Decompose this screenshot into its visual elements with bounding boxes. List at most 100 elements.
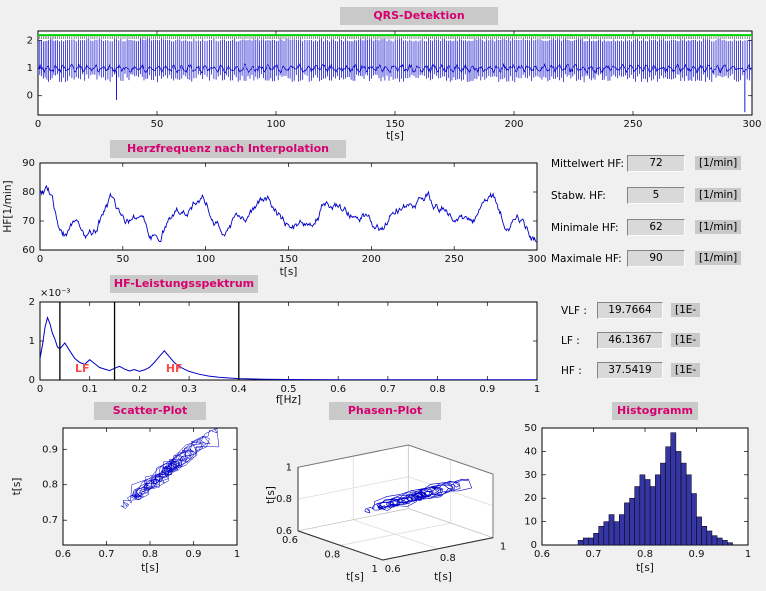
stat-mean-unit: [1/min] [695,156,742,170]
svg-text:250: 250 [445,254,464,265]
heart-rate-chart: 0 50 100 150 200 250 300 60 70 80 90 t[s] HF[1/min] [2,158,547,278]
svg-text:60: 60 [22,245,35,256]
svg-text:0: 0 [37,384,43,395]
phase-title: Phasen-Plot [329,402,441,420]
svg-text:1: 1 [234,549,240,560]
svg-text:1: 1 [534,384,540,395]
svg-text:200: 200 [504,119,523,130]
svg-text:0.6: 0.6 [330,384,346,395]
svg-text:t[s]: t[s] [434,571,452,583]
svg-text:0: 0 [29,375,35,386]
svg-text:0: 0 [27,91,33,102]
svg-text:t[s]: t[s] [386,130,404,142]
svg-text:0.7: 0.7 [42,515,58,526]
svg-text:0: 0 [35,119,41,130]
svg-text:0.3: 0.3 [181,384,197,395]
stat-min-value[interactable]: 62 [627,219,685,236]
svg-text:HF: HF [166,362,183,375]
svg-text:300: 300 [527,254,546,265]
svg-text:0.1: 0.1 [82,384,98,395]
svg-text:f[Hz]: f[Hz] [276,394,301,406]
svg-text:50: 50 [151,119,164,130]
svg-text:t[s]: t[s] [11,478,23,496]
svg-text:10: 10 [524,517,537,528]
svg-text:0.4: 0.4 [231,384,247,395]
svg-text:30: 30 [524,470,537,481]
svg-text:t[s]: t[s] [636,562,654,574]
svg-text:t[s]: t[s] [346,571,364,583]
stat-std-value[interactable]: 5 [627,187,685,204]
band-lf-unit: [1E- [671,333,701,347]
svg-text:150: 150 [279,254,298,265]
stat-std-unit: [1/min] [695,188,742,202]
svg-text:0.8: 0.8 [324,549,340,560]
svg-text:80: 80 [22,187,35,198]
histogram-title: Histogramm [612,402,698,420]
qrs-title: QRS-Detektion [340,7,498,25]
stat-mean-value[interactable]: 72 [627,155,685,172]
svg-text:0.5: 0.5 [281,384,297,395]
band-hf-value[interactable]: 37.5419 [597,362,663,379]
svg-text:1: 1 [29,336,35,347]
svg-text:HF[1/min]: HF[1/min] [2,180,14,232]
svg-text:×10⁻³: ×10⁻³ [40,288,70,299]
svg-text:0: 0 [37,254,43,265]
svg-text:1: 1 [500,542,506,553]
svg-text:70: 70 [22,216,35,227]
stat-mean-label: Mittelwert HF: [551,158,625,170]
svg-text:0.9: 0.9 [186,549,202,560]
svg-text:2: 2 [27,36,33,47]
svg-text:0.8: 0.8 [42,480,58,491]
svg-text:0.8: 0.8 [142,549,158,560]
scatter-title: Scatter-Plot [94,402,206,420]
svg-text:t[s]: t[s] [280,266,298,278]
svg-text:0.9: 0.9 [479,384,495,395]
svg-text:50: 50 [524,423,537,434]
svg-text:0.6: 0.6 [55,549,71,560]
svg-text:LF: LF [75,362,90,375]
svg-text:0.6: 0.6 [385,564,401,575]
svg-text:0.6: 0.6 [534,549,550,560]
band-hf-unit: [1E- [671,363,701,377]
stat-min-unit: [1/min] [695,220,742,234]
spectrum-chart: 0 0.1 0.2 0.3 0.4 0.5 0.6 0.7 0.8 0.9 1 0 1 2 f[Hz] ×10… [29,288,541,406]
svg-text:0.9: 0.9 [42,444,58,455]
hr-title: Herzfrequenz nach Interpolation [110,140,346,158]
svg-text:0.8: 0.8 [637,549,653,560]
svg-text:250: 250 [623,119,642,130]
stat-max-label: Maximale HF: [551,253,622,265]
svg-text:0.9: 0.9 [689,549,705,560]
svg-text:200: 200 [362,254,381,265]
svg-text:150: 150 [385,119,404,130]
stat-max-value[interactable]: 90 [627,250,685,267]
svg-text:0.6: 0.6 [282,535,298,546]
scatter-chart: 0.6 0.7 0.8 0.9 1 0.7 0.8 0.9 t[s] t[s] [11,427,240,574]
svg-text:100: 100 [266,119,285,130]
svg-text:0.8: 0.8 [430,384,446,395]
svg-text:0.7: 0.7 [99,549,115,560]
svg-text:0: 0 [531,540,537,551]
band-vlf-value[interactable]: 19.7664 [597,302,663,319]
svg-text:20: 20 [524,493,537,504]
svg-text:2: 2 [29,297,35,308]
svg-text:0.2: 0.2 [131,384,147,395]
stat-max-unit: [1/min] [695,251,742,265]
svg-text:0.7: 0.7 [586,549,602,560]
svg-text:90: 90 [22,158,35,169]
svg-text:50: 50 [116,254,129,265]
svg-text:1: 1 [286,462,292,473]
qrs-chart: 0 50 100 150 200 250 300 0 1 2 t[s] [27,30,762,142]
band-lf-label: LF : [561,335,580,347]
band-vlf-unit: [1E- [671,303,701,317]
svg-text:1: 1 [371,564,377,575]
svg-text:40: 40 [524,446,537,457]
stat-std-label: Stabw. HF: [551,190,606,202]
stat-min-label: Minimale HF: [551,222,619,234]
svg-text:0.8: 0.8 [276,494,292,505]
svg-text:300: 300 [742,119,761,130]
band-lf-value[interactable]: 46.1367 [597,332,663,349]
band-hf-label: HF : [561,365,582,377]
